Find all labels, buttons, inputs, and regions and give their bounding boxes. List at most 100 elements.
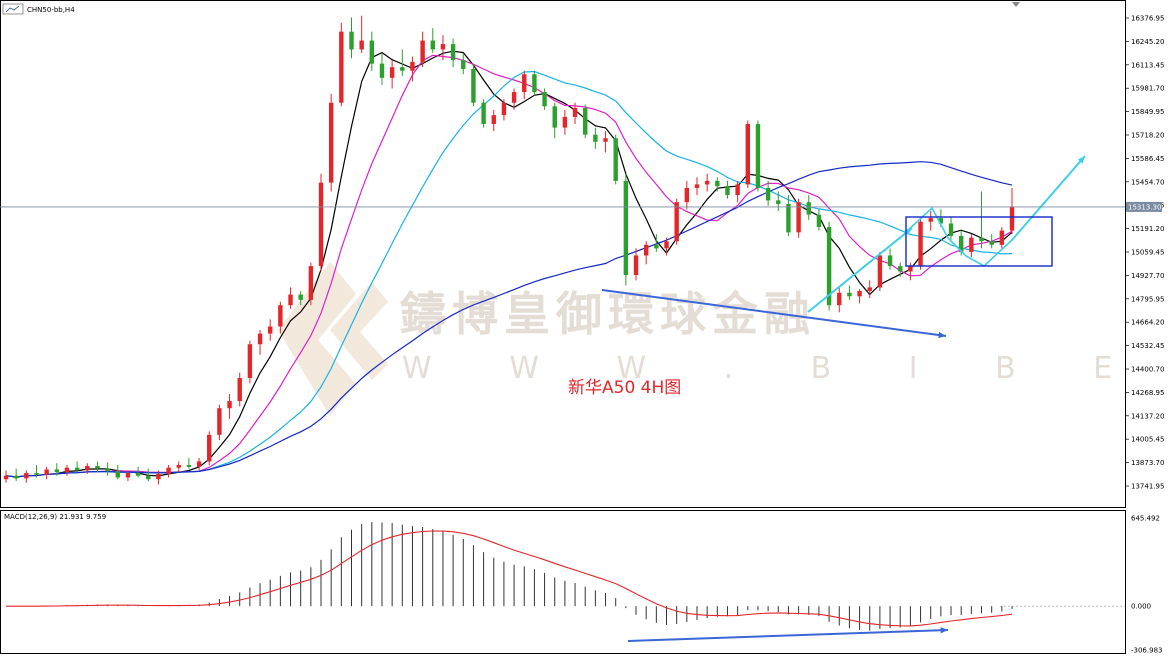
candle-body [481,102,486,125]
price-tick-label: 14795.95 [1131,295,1164,303]
candle-body [999,230,1005,245]
price-tick-label: 14400.70 [1131,366,1164,374]
price-tick-label: 16113.45 [1131,61,1164,69]
candle-body [115,471,120,478]
candle-body [34,473,39,475]
candle-body [958,235,964,252]
candle-body [938,218,944,224]
candle-body [633,255,639,275]
candle-body [156,473,161,480]
candle-body [369,40,375,64]
price-tick-label: 13873.70 [1131,459,1164,467]
candle-body [389,67,395,78]
price-tick-label: 16245.20 [1131,38,1164,46]
up-arrow-2 [1011,155,1086,241]
candle-body [135,473,141,476]
candle-body [664,241,669,249]
candle-body [522,74,527,93]
candle-body [776,200,781,204]
price-tick-label: 14927.70 [1131,272,1164,280]
candle-body [765,187,771,201]
candle-body [623,180,629,275]
divergence-arrow-macd [627,629,949,642]
moving-average-lines [5,50,1013,478]
current-price-label: 15313.30 [1128,203,1161,211]
candle-body [979,237,984,242]
candle-body [755,124,761,188]
candle-body [1009,206,1015,231]
shift-marker-icon[interactable] [1012,2,1020,7]
chart-frame [0,0,1126,654]
candle-body [257,333,263,345]
candle-body [989,241,994,245]
price-tick-label: 15981.70 [1131,85,1164,93]
price-tick-label: 15849.95 [1131,108,1164,116]
candle-body [410,61,415,71]
candle-body [684,187,690,203]
candle-body [349,31,354,50]
candle-body [532,74,537,93]
candle-body [74,467,80,471]
macd-label: MACD(12,26,9) 21.931 9.759 [4,513,106,521]
candle-body [44,469,49,475]
up-arrow-1 [807,227,913,313]
candle-body [237,378,242,402]
up-arrow-2-head [1077,156,1085,164]
candle-body [816,214,822,228]
price-tick-label: 14664.20 [1131,319,1164,327]
candle-body [450,44,456,61]
candle-body [491,115,496,125]
divergence-arrow-price [601,289,947,337]
candle-body [471,68,476,103]
candle-body [715,180,720,187]
candle-body [643,244,649,256]
macd-signal-line [6,530,1013,627]
candle-body [186,465,192,467]
candle-body [24,473,29,479]
ma5-line [5,50,1013,478]
candle-body [806,202,811,215]
trend-drawings [601,155,1086,642]
chart-annotation: 新华A50 4H图 [568,378,681,398]
candle-body [542,92,547,107]
candle-body [704,180,710,185]
macd-tick-label: 0.000 [1131,603,1151,611]
price-tick-label: 16376.95 [1131,15,1164,23]
candle-body [328,102,334,183]
symbol-header: CHN50-bb,H4 [2,3,75,15]
candle-body [400,67,405,71]
divergence-arrow-price-head [938,331,946,339]
candle-body [359,40,364,50]
candle-body [318,182,324,267]
candle-body [745,124,750,185]
candle-body [339,31,344,103]
candle-body [308,266,314,300]
watermark-title: 鑄博皇御環球金融 [399,287,816,341]
candle-body [247,344,253,379]
candle-body [969,237,974,252]
candle-body [674,202,679,242]
chart-window-icon [5,5,20,13]
candle-body [796,202,801,233]
symbol-label: CHN50-bb,H4 [27,6,75,14]
candle-body [898,266,903,272]
candle-body [54,469,60,473]
candlesticks [3,15,1015,485]
candle-body [146,475,151,480]
candle-body [694,184,700,188]
watermark-url: W W W . B I B E X . N E T [402,351,1170,386]
price-tick-label: 13741.95 [1131,483,1164,491]
candle-body [13,475,19,479]
candle-body [928,218,933,222]
price-tick-label: 15454.70 [1131,178,1164,186]
macd-axis: 645.492 0.000 -306.983 [1131,515,1162,655]
candle-body [461,60,466,69]
candle-body [593,134,598,142]
candle-body [867,287,872,291]
candle-body [501,102,507,116]
candle-body [786,203,791,233]
price-tick-label: 14005.45 [1131,436,1164,444]
candle-body [125,473,131,478]
macd-tick-label: -306.983 [1131,647,1162,655]
